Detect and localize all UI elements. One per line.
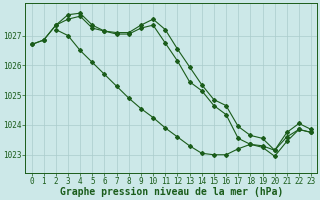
X-axis label: Graphe pression niveau de la mer (hPa): Graphe pression niveau de la mer (hPa) <box>60 187 283 197</box>
